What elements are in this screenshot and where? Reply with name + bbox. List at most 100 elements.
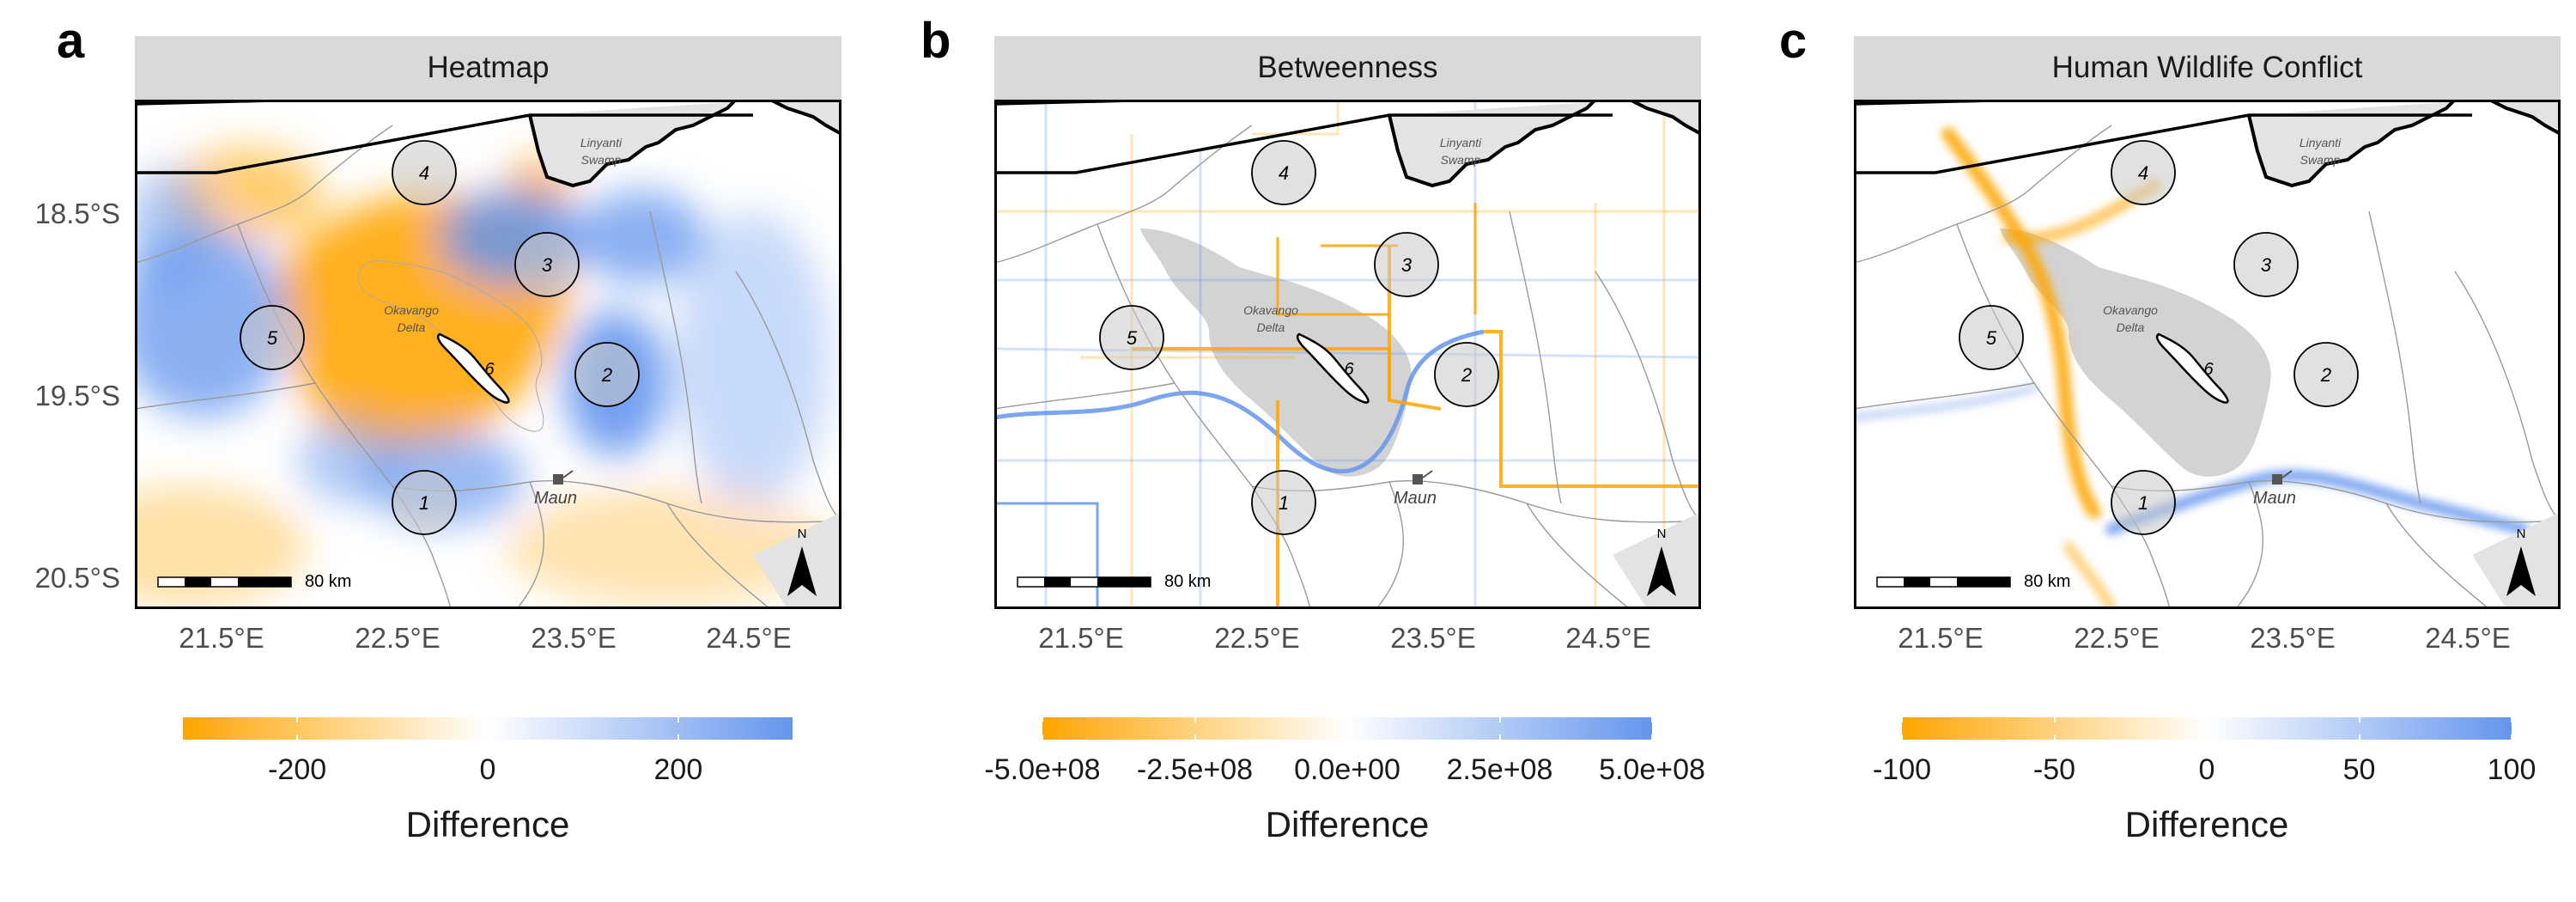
panel-letter: c — [1779, 13, 1807, 69]
lon-tick-label: 22.5°E — [355, 622, 440, 654]
town-label: Maun — [1394, 489, 1437, 508]
road-line — [2235, 481, 2264, 609]
colorbar-tick-mark — [677, 734, 679, 740]
panel-betweenness: b Betweenness Linyanti Swamp Okavango Delta… — [859, 0, 1717, 902]
colorbar-tick-label: -50 — [2032, 753, 2076, 786]
road-line — [135, 125, 393, 264]
scale-bar-segment — [1124, 577, 1151, 587]
road-line — [735, 271, 841, 521]
heatmap-blob — [135, 486, 307, 606]
colorbar-tick-mark — [2358, 734, 2360, 740]
lon-tick-label: 21.5°E — [1898, 622, 1984, 654]
town-marker-tick — [2281, 470, 2293, 478]
lon-tick-label: 24.5°E — [1565, 622, 1651, 654]
colorbar-tick-mark — [1901, 717, 1903, 722]
lon-tick-label: 21.5°E — [1038, 622, 1124, 654]
conflict-band — [2063, 541, 2117, 609]
colorbar-tick-mark — [487, 717, 489, 722]
lon-tick-label: 23.5°E — [531, 622, 617, 654]
place-label-delta: Okavango — [2103, 303, 2158, 317]
colorbar-tick-mark — [2511, 734, 2512, 740]
corridor-strong — [1388, 246, 1442, 411]
north-arrow-shape — [787, 546, 817, 596]
scale-bar-segment — [264, 577, 291, 587]
scale-bar-segment — [1904, 577, 1930, 587]
road-line — [1509, 210, 1562, 504]
scale-bar-segment — [185, 577, 211, 587]
colorbar-tick-mark — [296, 734, 299, 740]
scale-bar: 80 km — [1017, 572, 1211, 591]
colorbar-tick-mark — [2358, 717, 2360, 722]
colorbar-tick-mark — [1346, 734, 1348, 740]
scale-bar-label: 80 km — [2024, 572, 2070, 591]
colorbar-tick-label: 100 — [2487, 753, 2537, 786]
road-line — [649, 210, 702, 504]
roads-rivers — [135, 125, 841, 609]
conflict-band — [1854, 384, 2038, 421]
town-label: Maun — [534, 489, 577, 508]
place-label-delta: Delta — [1257, 320, 1285, 334]
road-line — [2111, 480, 2561, 523]
site-label: 2 — [601, 364, 612, 386]
scale-bar-segment — [238, 577, 264, 587]
lake-six-outline — [2155, 332, 2229, 404]
site-circle — [2111, 140, 2176, 205]
scale-bar: 80 km — [1876, 572, 2070, 591]
site-label: 2 — [2320, 364, 2331, 386]
site-circle — [1099, 305, 1164, 370]
road-line — [1251, 480, 1701, 523]
colorbar-tick-label: -5.0e+08 — [984, 753, 1101, 786]
road-line — [994, 382, 1176, 410]
scale-bar-segment — [1984, 577, 2010, 587]
scale-bar: 80 km — [157, 572, 351, 591]
map-frame — [1854, 100, 2561, 609]
colorbar-tick-mark — [1651, 717, 1653, 722]
heatmap-blob — [504, 486, 830, 606]
road-line — [1854, 382, 2035, 410]
heatmap-blob — [298, 417, 401, 503]
colorbar-tick-mark — [2511, 717, 2512, 722]
panel-title-strip: Human Wildlife Conflict — [1854, 36, 2561, 100]
delta-area — [2000, 229, 2271, 477]
colorbar-tick-mark — [1042, 734, 1043, 740]
road-line — [666, 503, 771, 609]
map-frame — [994, 100, 1701, 609]
corridor-strong — [1276, 237, 1389, 316]
place-label-swamp: Linyanti — [2300, 136, 2342, 149]
panel-conflict: c Human Wildlife Conflict Linyanti Swamp O… — [1717, 0, 2576, 902]
colorbar-tick-mark — [296, 717, 299, 722]
panel-title-strip: Heatmap — [135, 36, 841, 100]
site-circle — [1251, 470, 1316, 535]
north-arrow-label: N — [1657, 527, 1667, 541]
linyanti-border — [2247, 100, 2561, 188]
panel-heatmap: a Heatmap Linyanti Swamp Okavango Delta Maun… — [0, 0, 859, 902]
lat-tick-label: 18.5°S — [34, 198, 120, 229]
lon-tick-label: 23.5°E — [1390, 622, 1476, 654]
map-heatmap: Linyanti Swamp Okavango Delta Maun 1 2 3 4 5 6 80 k… — [135, 100, 841, 609]
scale-bar-label: 80 km — [305, 572, 351, 591]
north-arrow: N — [2506, 527, 2536, 596]
north-arrow-label: N — [2517, 527, 2526, 541]
lon-tick-label: 22.5°E — [1214, 622, 1300, 654]
town-marker — [1413, 474, 1423, 485]
site-label: 3 — [542, 254, 553, 276]
place-label-delta: Okavango — [384, 303, 439, 317]
linyanti-border — [1388, 100, 1701, 188]
lake-six-outline — [436, 332, 510, 404]
site-label: 6 — [2203, 360, 2214, 379]
colorbar-tick-label: 5.0e+08 — [1599, 753, 1705, 786]
map-conflict: Linyanti Swamp Okavango Delta Maun 1 2 3 4 5 6 80 k… — [1854, 100, 2561, 609]
linyanti-region — [530, 100, 841, 186]
colorbar-tick-label: -200 — [268, 753, 327, 786]
corridor-strong — [994, 329, 1485, 474]
site-label: 3 — [2261, 254, 2272, 276]
heatmap-blob — [135, 168, 212, 289]
road-line — [1526, 503, 1631, 609]
scale-bar-label: 80 km — [1164, 572, 1211, 591]
panel-title-strip: Betweenness — [994, 36, 1701, 100]
site-circle — [2233, 232, 2299, 297]
site-circle — [1434, 342, 1499, 407]
lon-tick-label: 21.5°E — [179, 622, 264, 654]
site-label: 1 — [2138, 492, 2148, 514]
scale-bar-segment — [1097, 577, 1124, 587]
